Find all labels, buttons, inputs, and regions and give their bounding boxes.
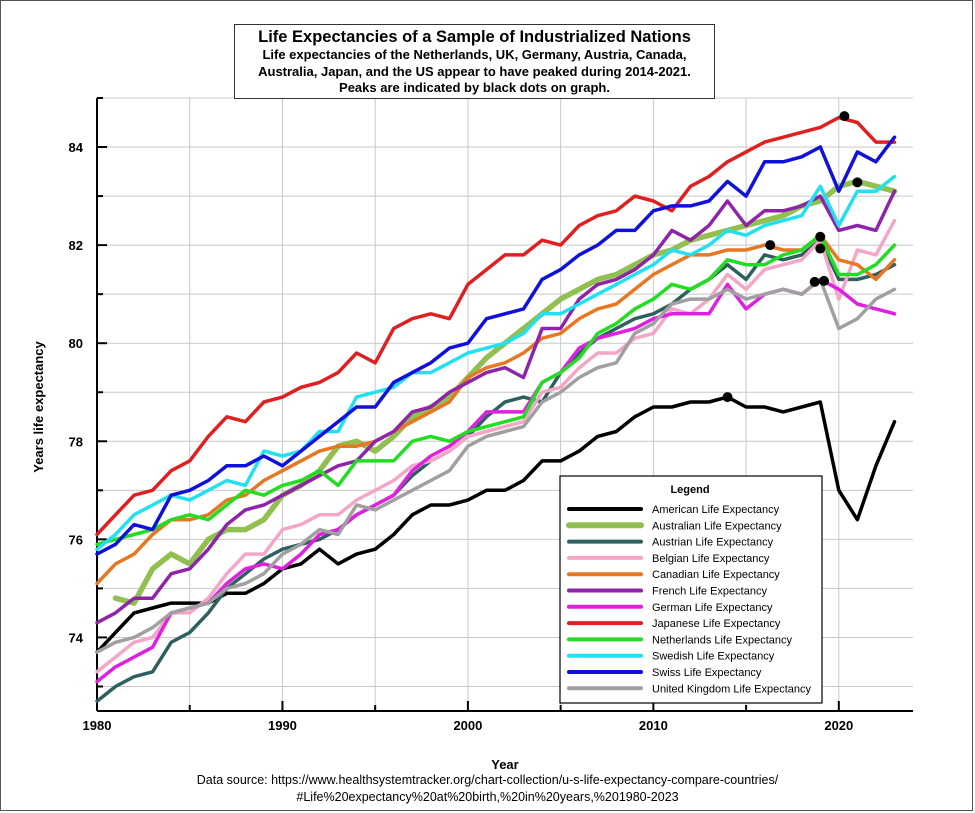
legend-label: Swedish Life Expectancy <box>652 651 775 663</box>
chart-subtitle-line-1: Life expectancies of the Netherlands, UK… <box>262 47 687 62</box>
peak-marker <box>818 275 829 286</box>
legend-label: Swiss Life Expectancy <box>652 667 762 679</box>
legend-label: American Life Expectancy <box>652 504 780 516</box>
chart-title: Life Expectancies of a Sample of Industr… <box>258 28 691 46</box>
x-tick-label: 1980 <box>83 718 112 733</box>
series-layer <box>95 115 898 703</box>
series-line-canadian-life-expectancy <box>95 233 897 586</box>
peak-marker <box>809 276 820 287</box>
series-line-swiss-life-expectancy <box>95 135 897 556</box>
legend-label: Belgian Life Expectancy <box>652 553 770 565</box>
x-tick-label: 2020 <box>824 718 853 733</box>
y-tick-label: 76 <box>69 532 83 547</box>
legend-label: Austrian Life Expectancy <box>652 537 774 549</box>
y-tick-label: 82 <box>69 238 83 253</box>
legend-label: Japanese Life Expectancy <box>652 618 781 630</box>
peak-marker <box>765 240 776 251</box>
peak-marker <box>815 231 826 242</box>
data-source-line-2: #Life%20expectancy%20at%20birth,%20in%20… <box>296 790 679 804</box>
axes <box>96 98 913 712</box>
y-tick-label: 80 <box>69 336 83 351</box>
data-source-line-1: Data source: https://www.healthsystemtra… <box>196 773 779 787</box>
series-line-french-life-expectancy <box>95 189 897 625</box>
legend-label: German Life Expectancy <box>652 602 773 614</box>
legend-items: American Life Expectancy Australian Life … <box>566 504 811 695</box>
legend-label: Canadian Life Expectancy <box>652 569 780 581</box>
peak-marker <box>722 392 733 403</box>
legend-title: Legend <box>670 484 709 496</box>
series-line-belgian-life-expectancy <box>95 218 897 674</box>
series-line-united-kingdom-life-expectancy <box>95 277 897 654</box>
series-line-japanese-life-expectancy <box>95 115 897 537</box>
x-tick-label: 1990 <box>268 718 297 733</box>
series-line-netherlands-life-expectancy <box>95 233 897 547</box>
chart-subtitle-line-2: Australia, Japan, and the US appear to h… <box>258 63 691 79</box>
y-tick-label: 74 <box>69 630 84 645</box>
legend-label: Netherlands Life Expectancy <box>652 634 793 646</box>
series-line-american-life-expectancy <box>95 395 897 654</box>
x-axis-title: Year <box>491 757 518 772</box>
legend-label: French Life Expectancy <box>652 586 767 598</box>
peak-marker <box>852 177 863 188</box>
y-axis-title: Years life expectancy <box>31 340 46 472</box>
peak-marker <box>815 243 826 254</box>
legend-label: Australian Life Expectancy <box>652 520 782 532</box>
x-tick-label: 2000 <box>453 718 482 733</box>
axis-ticks: 1980 1990 2000 2010 2020 74 76 78 80 82 84 <box>69 97 853 733</box>
x-tick-label: 2010 <box>639 718 668 733</box>
peak-markers <box>722 111 863 403</box>
peak-marker <box>839 111 850 122</box>
legend: Legend American Life Expectancy Australia… <box>559 475 823 704</box>
y-tick-label: 84 <box>69 140 84 155</box>
legend-label: United Kingdom Life Expectancy <box>652 683 811 695</box>
title-box: Life Expectancies of a Sample of Industr… <box>234 24 715 99</box>
series-line-swedish-life-expectancy <box>95 174 897 551</box>
chart-subtitle-line-3: Peaks are indicated by black dots on gra… <box>339 80 610 95</box>
y-tick-label: 78 <box>69 434 83 449</box>
